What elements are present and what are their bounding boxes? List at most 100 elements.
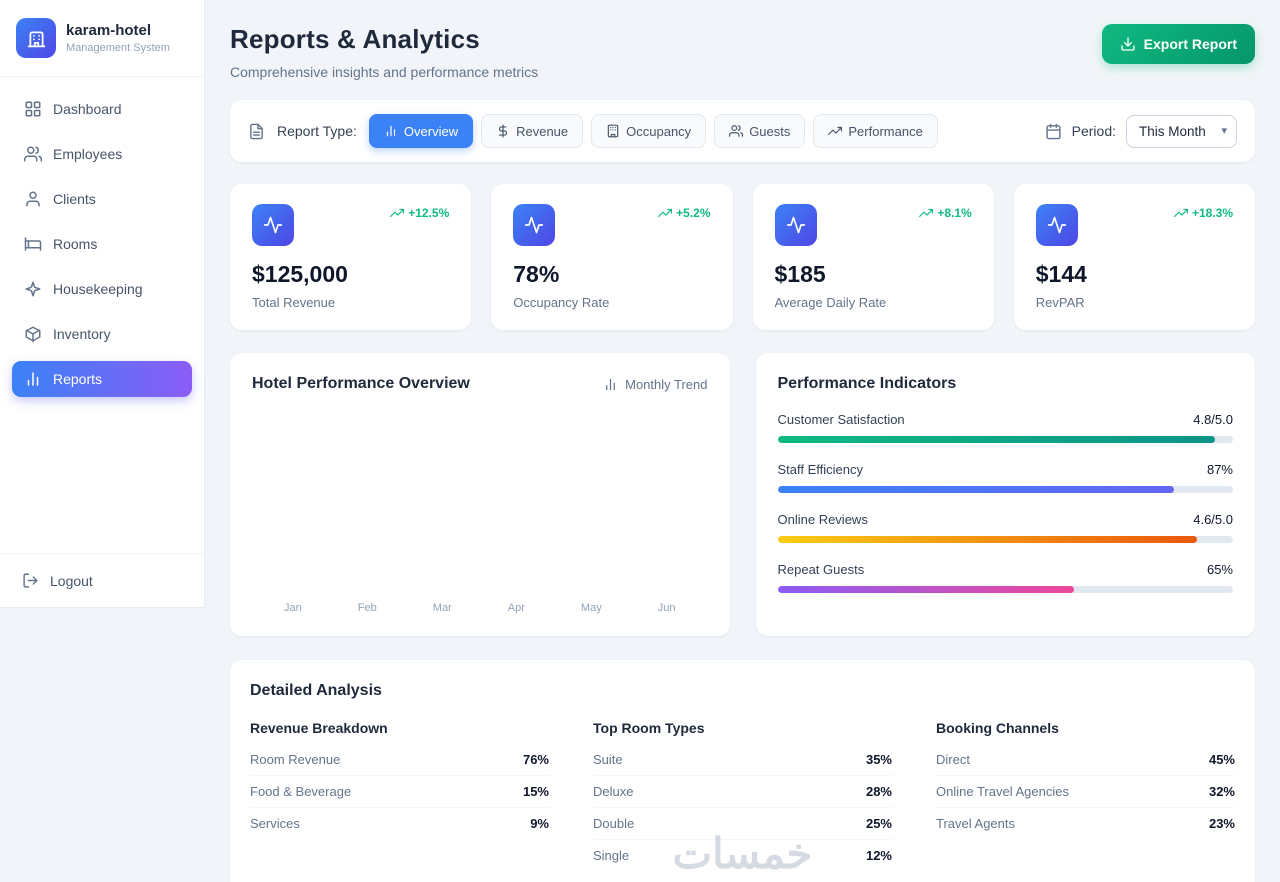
report-type-revenue[interactable]: Revenue [481,114,584,148]
panel-title: Detailed Analysis [250,682,382,699]
monthly-trend-badge: Monthly Trend [603,377,708,392]
sidebar-item-inventory[interactable]: Inventory [12,316,192,352]
detailed-analysis-panel: Detailed Analysis Revenue Breakdown Room… [230,660,1255,882]
brand: karam-hotel Management System [0,0,204,77]
sidebar-item-reports[interactable]: Reports [12,361,192,397]
export-report-label: Export Report [1143,36,1237,52]
progress-fill [777,486,1174,493]
report-type-occupancy[interactable]: Occupancy [591,114,707,148]
logout-label: Logout [50,572,93,589]
sidebar-item-label: Employees [53,146,123,162]
progress-track [777,586,1233,593]
calendar-icon [1045,123,1062,140]
stat-card-occupancy-rate: +5.2% 78% Occupancy Rate [491,184,733,330]
user-icon [24,190,42,208]
indicator-label: Customer Satisfaction [777,412,905,427]
brand-subtitle: Management System [66,42,170,54]
progress-fill [777,536,1197,543]
sidebar-item-rooms[interactable]: Rooms [12,226,192,262]
detail-row: Travel Agents 23% [936,816,1235,831]
detail-row: Online Travel Agencies 32% [936,776,1235,808]
panel-title: Performance Indicators [777,375,957,392]
progress-track [777,436,1233,443]
hotel-logo-icon [16,18,56,58]
detail-row: Food & Beverage 15% [250,776,549,808]
detail-row: Deluxe 28% [593,776,892,808]
sidebar-item-housekeeping[interactable]: Housekeeping [12,271,192,307]
indicator-label: Repeat Guests [777,562,865,577]
sidebar: karam-hotel Management System Dashboard … [0,0,205,608]
bar-chart-icon [386,125,395,137]
progress-fill [777,586,1074,593]
stat-label: RevPAR [1035,295,1085,310]
sidebar-column: karam-hotel Management System Dashboard … [0,0,205,882]
stat-label: Occupancy Rate [513,295,610,310]
indicator-repeat-guests: Repeat Guests 65% [777,562,1233,593]
file-text-icon [248,123,265,140]
stat-change-badge: +12.5% [390,206,449,220]
indicator-staff-efficiency: Staff Efficiency 87% [777,462,1233,493]
detail-row: Direct 45% [936,744,1235,776]
stat-change-badge: +8.1% [919,206,972,220]
detail-row: Suite 35% [593,744,892,776]
page-header: Reports & Analytics Comprehensive insigh… [230,24,1255,80]
detail-row: Services 9% [250,816,549,831]
sidebar-item-label: Dashboard [53,101,122,117]
sidebar-item-clients[interactable]: Clients [12,181,192,217]
trending-up-icon [1173,208,1188,218]
stat-value: 78% [513,261,560,287]
indicator-value: 4.6/5.0 [1193,512,1233,527]
stats-grid: +12.5% $125,000 Total Revenue +5.2% 78% … [230,184,1255,330]
x-tick: Jun [657,602,676,614]
progress-track [777,536,1233,543]
dashboard-icon [24,100,42,118]
period-label: Period: [1071,123,1116,139]
activity-icon [513,204,556,246]
stat-value: $125,000 [252,261,348,287]
download-icon [1120,37,1135,51]
activity-icon [1035,204,1078,246]
users-icon [729,125,744,137]
sidebar-item-label: Inventory [53,326,111,342]
activity-icon [252,204,294,246]
x-tick: Jan [284,602,302,614]
trending-up-icon [658,208,673,218]
sidebar-item-label: Reports [53,371,103,387]
panel-title: Hotel Performance Overview [252,375,470,392]
bed-icon [24,235,42,253]
report-type-guests[interactable]: Guests [714,114,806,148]
sidebar-item-label: Rooms [53,236,98,252]
section-title: Booking Channels [936,720,1059,736]
indicator-label: Staff Efficiency [777,462,864,477]
stat-value: $144 [1035,261,1087,287]
stat-card-revpar: +18.3% $144 RevPAR [1013,184,1255,330]
building-icon [607,124,619,138]
report-type-overview[interactable]: Overview [368,114,474,148]
indicator-customer-satisfaction: Customer Satisfaction 4.8/5.0 [777,412,1233,443]
stat-card-average-daily-rate: +8.1% $185 Average Daily Rate [752,184,994,330]
period-select[interactable]: This Month [1126,114,1237,148]
detail-row: Double 25% [593,808,892,840]
trending-up-icon [919,208,934,218]
section-title: Revenue Breakdown [250,720,388,736]
bar-chart-icon [24,370,42,388]
dollar-icon [499,124,508,138]
sidebar-item-employees[interactable]: Employees [12,136,192,172]
package-icon [24,325,42,343]
period-group: Period: This Month ▾ [1045,114,1237,148]
performance-indicators-panel: Performance Indicators Customer Satisfac… [755,353,1255,636]
export-report-button[interactable]: Export Report [1101,24,1255,64]
sidebar-item-dashboard[interactable]: Dashboard [12,91,192,127]
page-title: Reports & Analytics [230,24,480,54]
report-type-performance[interactable]: Performance [813,114,938,148]
progress-track [777,486,1233,493]
detail-section-top-room-types: Top Room Types Suite 35% Deluxe 28% Doub… [593,720,892,871]
performance-overview-panel: Hotel Performance Overview Monthly Trend… [230,353,730,636]
detail-section-booking-channels: Booking Channels Direct 45% Online Trave… [936,720,1235,871]
sidebar-nav: Dashboard Employees Clients Rooms Housek… [0,77,204,553]
detail-row: Room Revenue 76% [250,744,549,776]
sparkles-icon [24,280,42,298]
logout-icon [23,573,38,588]
period-select-wrap: This Month ▾ [1126,114,1237,148]
logout-button[interactable]: Logout [0,553,204,607]
